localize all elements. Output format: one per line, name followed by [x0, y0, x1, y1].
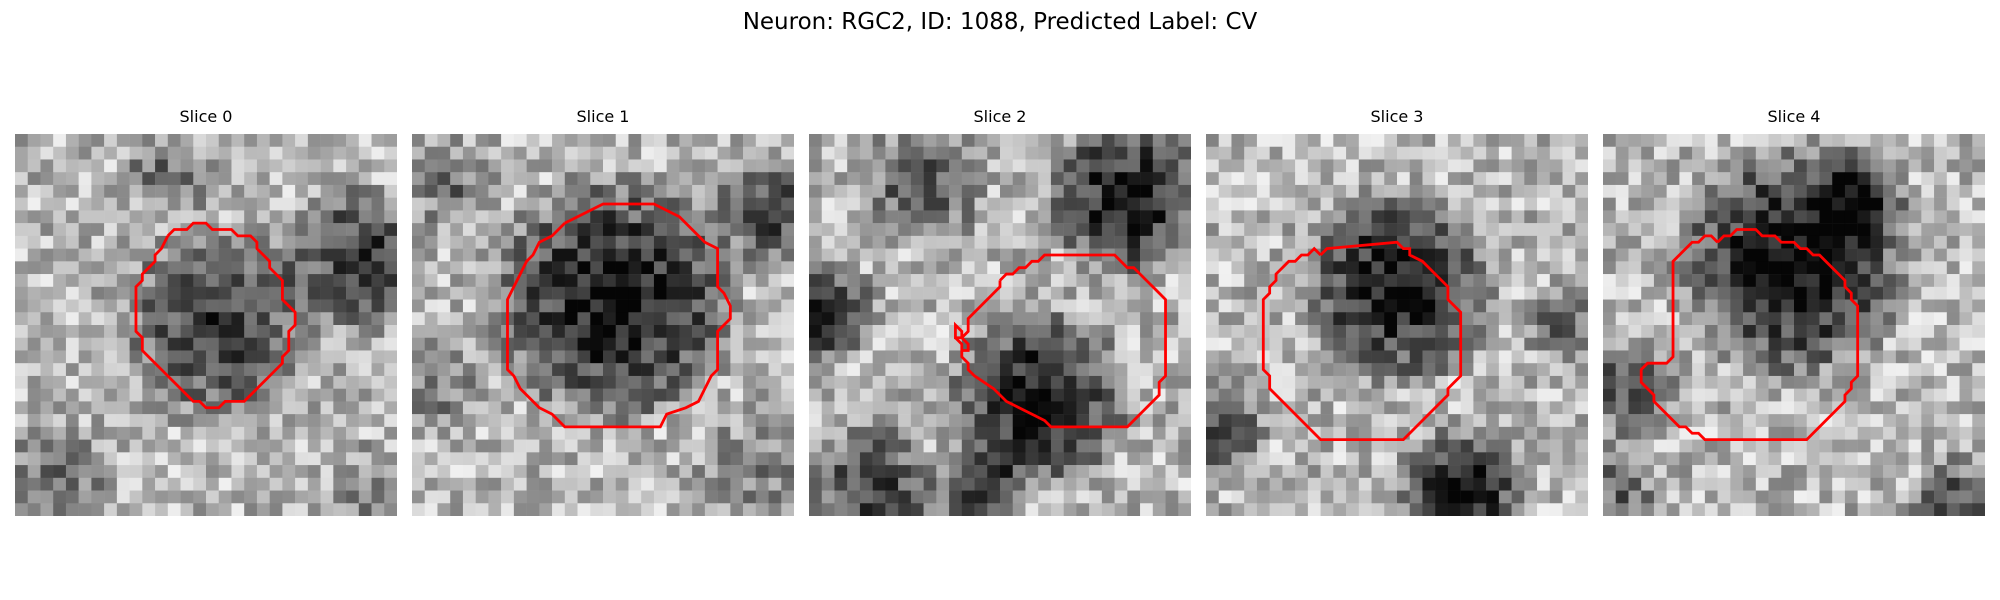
- slice-image: [412, 134, 794, 516]
- figure-title: Neuron: RGC2, ID: 1088, Predicted Label:…: [742, 9, 1258, 35]
- slice-title: Slice 3: [1370, 107, 1424, 126]
- slice-image: [15, 134, 397, 516]
- cell-outline: [1261, 240, 1463, 442]
- cell-outline: [1639, 228, 1860, 442]
- slice-title: Slice 1: [576, 107, 630, 126]
- cell-outline: [954, 253, 1167, 429]
- pixel-grid: [15, 134, 397, 516]
- cell-outline: [134, 221, 297, 410]
- slice-image: [809, 134, 1191, 516]
- slice-title: Slice 2: [973, 107, 1027, 126]
- slice-image: [1603, 134, 1985, 516]
- pixel-grid: [809, 134, 1191, 516]
- slice-title: Slice 0: [179, 107, 233, 126]
- pixel-grid: [412, 134, 794, 516]
- slice-image: [1206, 134, 1588, 516]
- cell-outline: [506, 202, 732, 429]
- pixel-grid: [1603, 134, 1985, 516]
- slice-title: Slice 4: [1767, 107, 1821, 126]
